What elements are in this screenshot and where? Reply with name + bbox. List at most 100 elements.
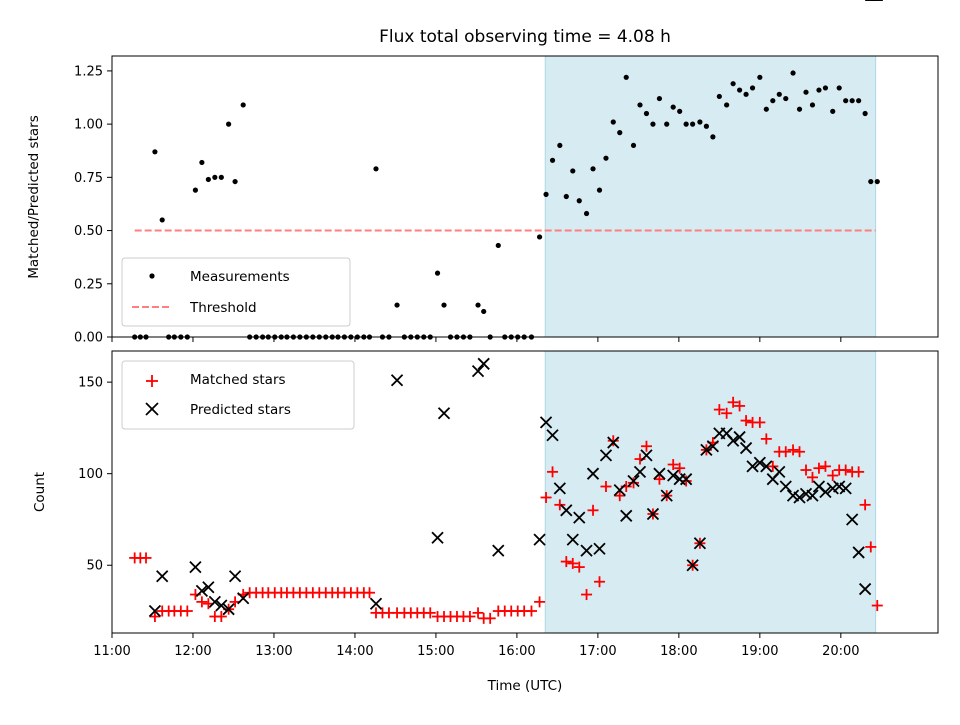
matched-star-point — [484, 612, 496, 624]
measurement-point — [549, 157, 556, 163]
predicted-star-point — [646, 507, 660, 521]
matched-star-point — [674, 462, 686, 474]
measurement-point — [495, 242, 501, 249]
measurement-point — [862, 110, 868, 117]
legend-marker-measurements — [149, 273, 155, 279]
y-tick-label: 150 — [78, 376, 103, 391]
measurement-point — [192, 187, 199, 193]
measurement-point — [583, 210, 590, 217]
x-tick-label: 16:00 — [498, 644, 535, 659]
matched-star-point — [800, 464, 812, 476]
bottom-y-ticks: 50 100 150 — [78, 376, 112, 574]
measurement-points — [132, 70, 880, 340]
matched-star-point — [653, 473, 665, 485]
bottom-legend-box — [121, 360, 355, 430]
measurement-point — [576, 198, 582, 204]
predicted-star-point — [773, 465, 786, 478]
predicted-star-point — [806, 489, 819, 502]
predicted-star-point — [858, 582, 872, 596]
measurement-point — [796, 106, 803, 112]
predicted-star-point — [753, 456, 766, 469]
predicted-star-point — [660, 489, 673, 502]
measurement-point — [475, 302, 481, 308]
matched-star-point — [581, 589, 593, 601]
measurement-point — [757, 74, 763, 80]
measurement-point — [617, 130, 623, 136]
predicted-star-point — [222, 603, 235, 616]
matched-star-point — [364, 587, 376, 599]
matched-star-point — [667, 459, 679, 471]
x-tick-label: 15:00 — [417, 644, 454, 659]
y-tick-label: 50 — [86, 559, 103, 574]
matched-star-point — [713, 404, 725, 416]
matched-star-point — [767, 460, 779, 472]
predicted-star-point — [208, 595, 221, 609]
y-tick-label: 100 — [78, 467, 103, 482]
predicted-star-point — [431, 531, 444, 544]
measurement-point — [664, 121, 670, 127]
top-y-axis-label: Matched/Predicted stars — [26, 115, 42, 278]
measurement-point — [536, 234, 543, 240]
top-legend-box — [121, 257, 351, 327]
x-tick-label: 20:00 — [822, 644, 859, 659]
top-legend: Measurements Threshold — [121, 257, 351, 327]
measurement-point — [152, 149, 158, 155]
predicted-star-point — [627, 474, 640, 488]
measurement-point — [690, 121, 696, 127]
legend-marker-matched — [146, 375, 158, 387]
measurement-point — [843, 98, 849, 104]
matched-star-point — [840, 464, 852, 476]
measurement-point — [677, 108, 683, 114]
predicted-stars-points — [148, 0, 883, 618]
measurement-point — [373, 166, 379, 172]
measurement-point — [783, 95, 789, 102]
matched-star-point — [547, 466, 559, 478]
legend-label-threshold: Threshold — [189, 300, 257, 316]
observing-window-shade-top — [544, 55, 877, 338]
bottom-plot-frame — [111, 350, 939, 634]
matched-star-point — [628, 477, 640, 489]
measurement-point — [716, 93, 722, 100]
top-plot-frame — [111, 55, 939, 338]
predicted-star-point — [739, 441, 753, 455]
measurement-point — [724, 102, 730, 108]
predicted-star-point — [471, 365, 485, 378]
predicted-star-point — [533, 533, 546, 546]
measurement-point — [743, 91, 749, 97]
predicted-star-point — [667, 469, 680, 482]
matched-star-point — [871, 600, 883, 612]
measurement-point — [643, 110, 650, 117]
measurement-point — [557, 142, 563, 149]
measurement-point — [809, 102, 816, 108]
bottom-legend: Matched stars Predicted stars — [121, 360, 355, 430]
measurement-point — [623, 74, 629, 80]
matched-star-point — [813, 462, 825, 474]
measurement-point — [856, 98, 862, 104]
predicted-star-point — [553, 482, 566, 495]
predicted-star-point — [852, 546, 865, 559]
x-tick-label: 19:00 — [741, 644, 778, 659]
legend-label-predicted: Predicted stars — [190, 402, 291, 418]
y-tick-label: 0.25 — [74, 277, 103, 292]
shaded-region — [544, 55, 877, 338]
measurement-point — [394, 302, 400, 308]
predicted-star-point — [613, 484, 626, 497]
predicted-star-point — [620, 509, 633, 522]
measurement-point — [683, 121, 689, 127]
predicted-star-point — [700, 443, 713, 457]
predicted-star-point — [369, 597, 383, 610]
predicted-star-point — [640, 449, 653, 462]
legend-label-matched: Matched stars — [190, 372, 286, 388]
matched-stars-points — [129, 396, 883, 624]
measurement-point — [849, 98, 855, 104]
matched-star-point — [534, 596, 546, 608]
matched-star-point — [600, 481, 612, 493]
matched-star-point — [640, 440, 652, 452]
predicted-star-point — [539, 416, 553, 429]
predicted-star-point — [195, 584, 209, 598]
matched-star-point — [794, 446, 806, 458]
matched-star-point — [540, 491, 552, 503]
measurement-point — [776, 91, 782, 97]
predicted-star-point — [492, 544, 505, 557]
